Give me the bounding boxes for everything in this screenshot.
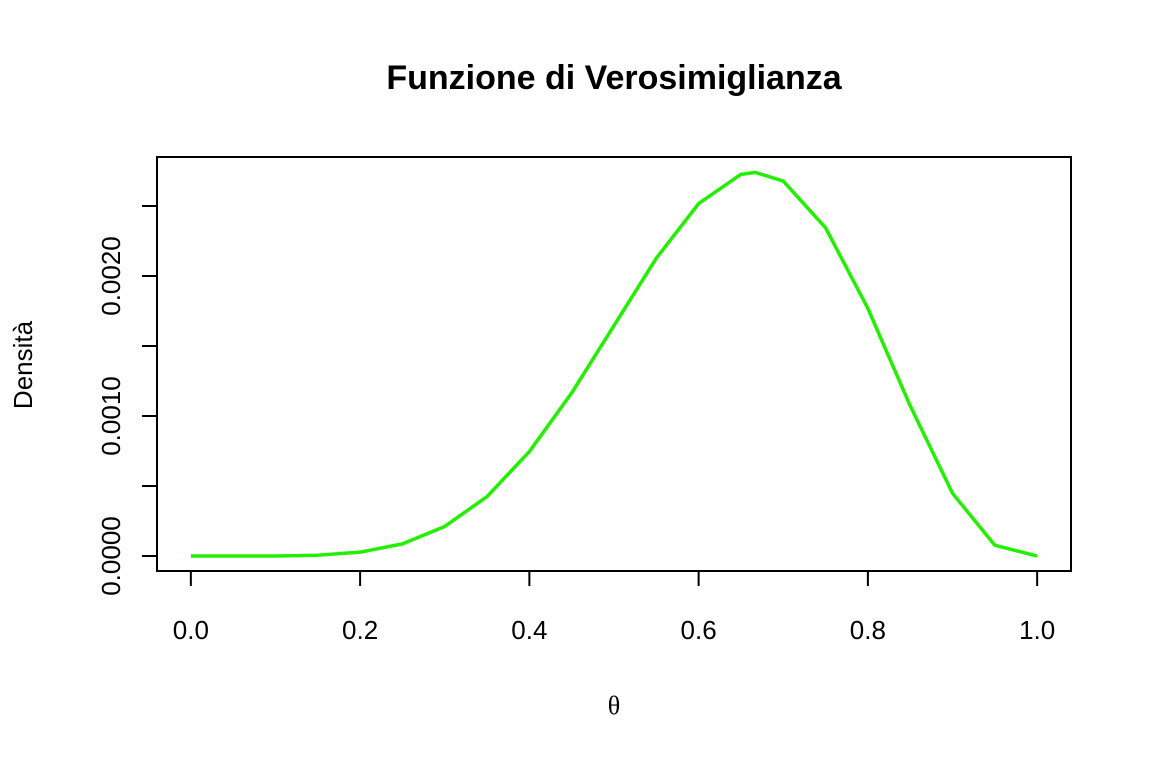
x-tick-label: 0.4 bbox=[511, 615, 547, 645]
x-tick-label: 0.8 bbox=[850, 615, 886, 645]
y-axis-label: Densità bbox=[8, 320, 38, 409]
y-tick-label: 0.0020 bbox=[96, 236, 126, 316]
data-line bbox=[190, 170, 1038, 558]
x-tick-label: 0.0 bbox=[173, 615, 209, 645]
x-tick-label: 0.2 bbox=[342, 615, 378, 645]
x-axis-label: θ bbox=[608, 691, 620, 720]
y-tick-label: 0.0000 bbox=[96, 516, 126, 596]
x-tick-label: 0.6 bbox=[681, 615, 717, 645]
x-tick-label: 1.0 bbox=[1019, 615, 1055, 645]
chart-title: Funzione di Verosimiglianza bbox=[386, 59, 842, 97]
y-tick-label: 0.0010 bbox=[96, 376, 126, 456]
